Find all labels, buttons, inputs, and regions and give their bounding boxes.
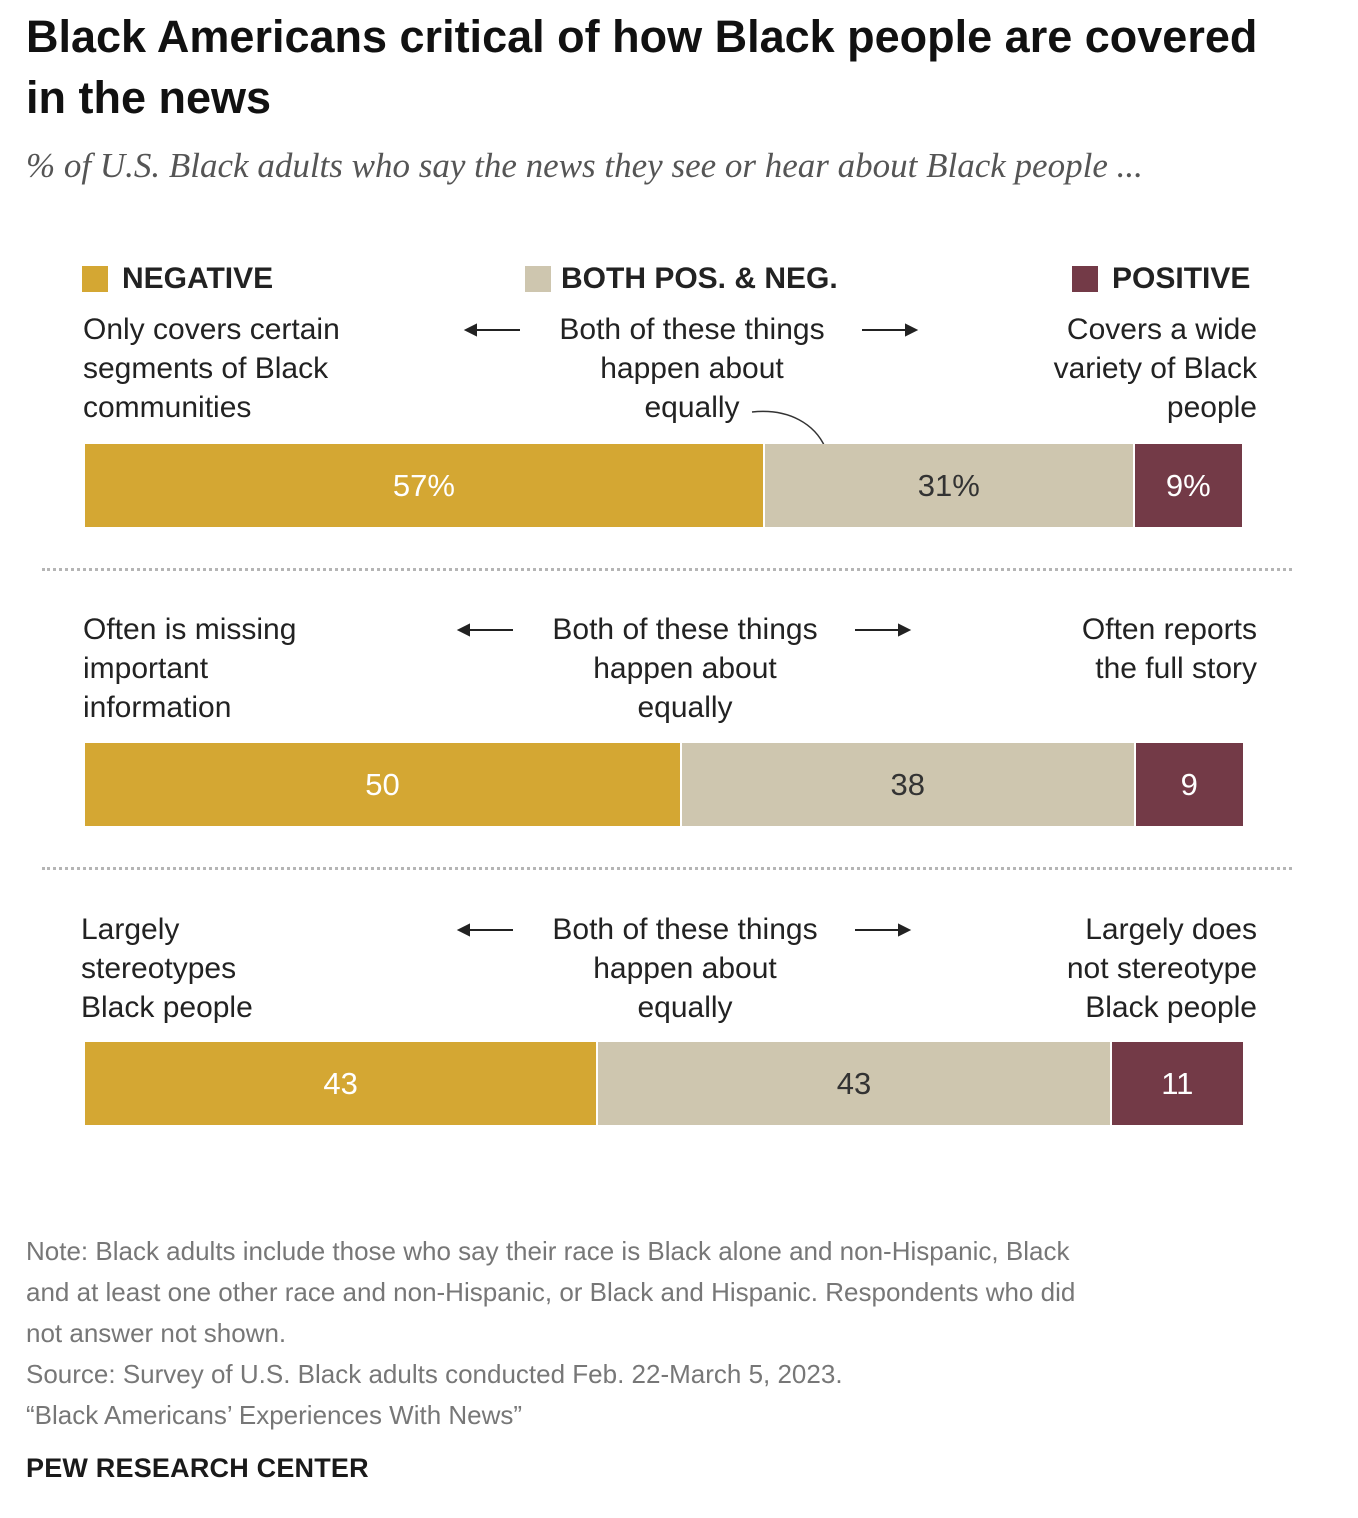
row3-both-line2: happen about [593,952,777,985]
row1-negative-line3: communities [83,391,252,424]
row1-both-label: Both of these things happen about equall… [532,310,852,427]
row3-both-line3: equally [637,991,733,1024]
row1-positive-value: 9% [1165,467,1211,503]
row3-bar: 43 43 11 [85,1042,1243,1125]
row1-negative-line1: Only covers certain [83,313,340,346]
row1-positive-segment: 9% [1134,444,1242,527]
chart-note: Note: Black adults include those who say… [26,1231,1296,1436]
row2-both-label: Both of these things happen about equall… [525,610,845,727]
row2-positive-value: 9 [1180,766,1198,802]
row1-both-line1: Both of these things [559,313,825,346]
report-title: “Black Americans’ Experiences With News” [26,1400,523,1430]
row2-arrows [456,623,912,637]
row3-positive-label: Largely does not stereotype Black people [955,910,1257,1027]
chart-title: Black Americans critical of how Black pe… [26,11,1258,123]
row1-bar: 57% 31% 9% [85,444,1242,527]
legend-both-swatch [525,266,551,292]
row3-right-arrowhead [898,923,912,937]
row1-both-line2: happen about [600,352,784,385]
row2-negative-value: 50 [365,766,400,802]
note-line2: and at least one other race and non-Hisp… [26,1277,1076,1307]
row3-both-label: Both of these things happen about equall… [525,910,845,1027]
row1-right-arrowhead [905,323,919,337]
row3-negative-line1: Largely [81,913,180,946]
row2-negative-line2: important [83,652,209,685]
row3-positive-value: 11 [1161,1065,1194,1101]
chart-subtitle: % of U.S. Black adults who say the news … [26,146,1143,185]
row1-positive-line1: Covers a wide [1066,313,1257,346]
row2-both-segment: 38 [681,743,1136,826]
row1-callout-line [751,410,826,448]
row1-negative-label: Only covers certain segments of Black co… [83,310,443,427]
row2-negative-label: Often is missing important information [83,610,443,727]
row2-both-line2: happen about [593,652,777,685]
row3-negative-label: Largely stereotypes Black people [81,910,441,1027]
row3-both-line1: Both of these things [552,913,818,946]
row1-positive-label: Covers a wide variety of Black people [955,310,1257,427]
legend-both-label: BOTH POS. & NEG. [561,262,838,295]
row1-both-value: 31% [917,467,980,503]
note-line3: not answer not shown. [26,1318,287,1348]
row3-positive-line1: Largely does [1085,913,1257,946]
row3-positive-line2: not stereotype [1066,952,1257,985]
row2-positive-line2: the full story [1095,652,1257,685]
row3-left-arrowhead [456,923,470,937]
pew-research-center-logo: PEW RESEARCH CENTER [26,1453,369,1483]
note-line1: Note: Black adults include those who say… [26,1236,1070,1266]
row1-both-line3: equally [644,391,740,424]
row2-left-arrowhead [456,623,470,637]
row2-positive-line1: Often reports [1081,613,1257,646]
row2-right-arrowhead [898,623,912,637]
row2-positive-label: Often reports the full story [955,610,1257,688]
row1-positive-line3: people [1166,391,1257,424]
row2-bar: 50 38 9 [85,743,1243,826]
row2-both-value: 38 [890,766,925,802]
row2-negative-segment: 50 [85,743,682,826]
row3-arrows [456,923,912,937]
legend-positive: POSITIVE [1072,260,1250,298]
row-divider-2 [42,867,1292,870]
legend-negative-label: NEGATIVE [122,262,274,295]
row1-both-segment: 31% [764,444,1135,527]
legend-positive-swatch [1072,266,1098,292]
row-divider-1 [42,568,1292,571]
row1-negative-line2: segments of Black [83,352,329,385]
row2-both-line1: Both of these things [552,613,818,646]
row3-negative-segment: 43 [85,1042,599,1125]
row1-left-arrowhead [463,323,477,337]
row3-negative-value: 43 [323,1065,358,1101]
legend-negative: NEGATIVE [82,260,273,298]
legend-positive-label: POSITIVE [1112,262,1251,295]
row2-negative-line1: Often is missing [83,613,297,646]
legend-both: BOTH POS. & NEG. [525,260,838,298]
source-line: Source: Survey of U.S. Black adults cond… [26,1359,843,1389]
row3-negative-line3: Black people [81,991,253,1024]
row3-both-segment: 43 [598,1042,1112,1125]
row3-positive-segment: 11 [1111,1042,1243,1125]
row1-negative-value: 57% [392,467,455,503]
row1-positive-line2: variety of Black [1053,352,1257,385]
row3-negative-line2: stereotypes [81,952,237,985]
row2-negative-line3: information [83,691,232,724]
row2-positive-segment: 9 [1135,743,1243,826]
legend-negative-swatch [82,266,108,292]
row3-positive-line3: Black people [1085,991,1257,1024]
row1-negative-segment: 57% [85,444,765,527]
row3-both-value: 43 [836,1065,872,1101]
row2-both-line3: equally [637,691,733,724]
